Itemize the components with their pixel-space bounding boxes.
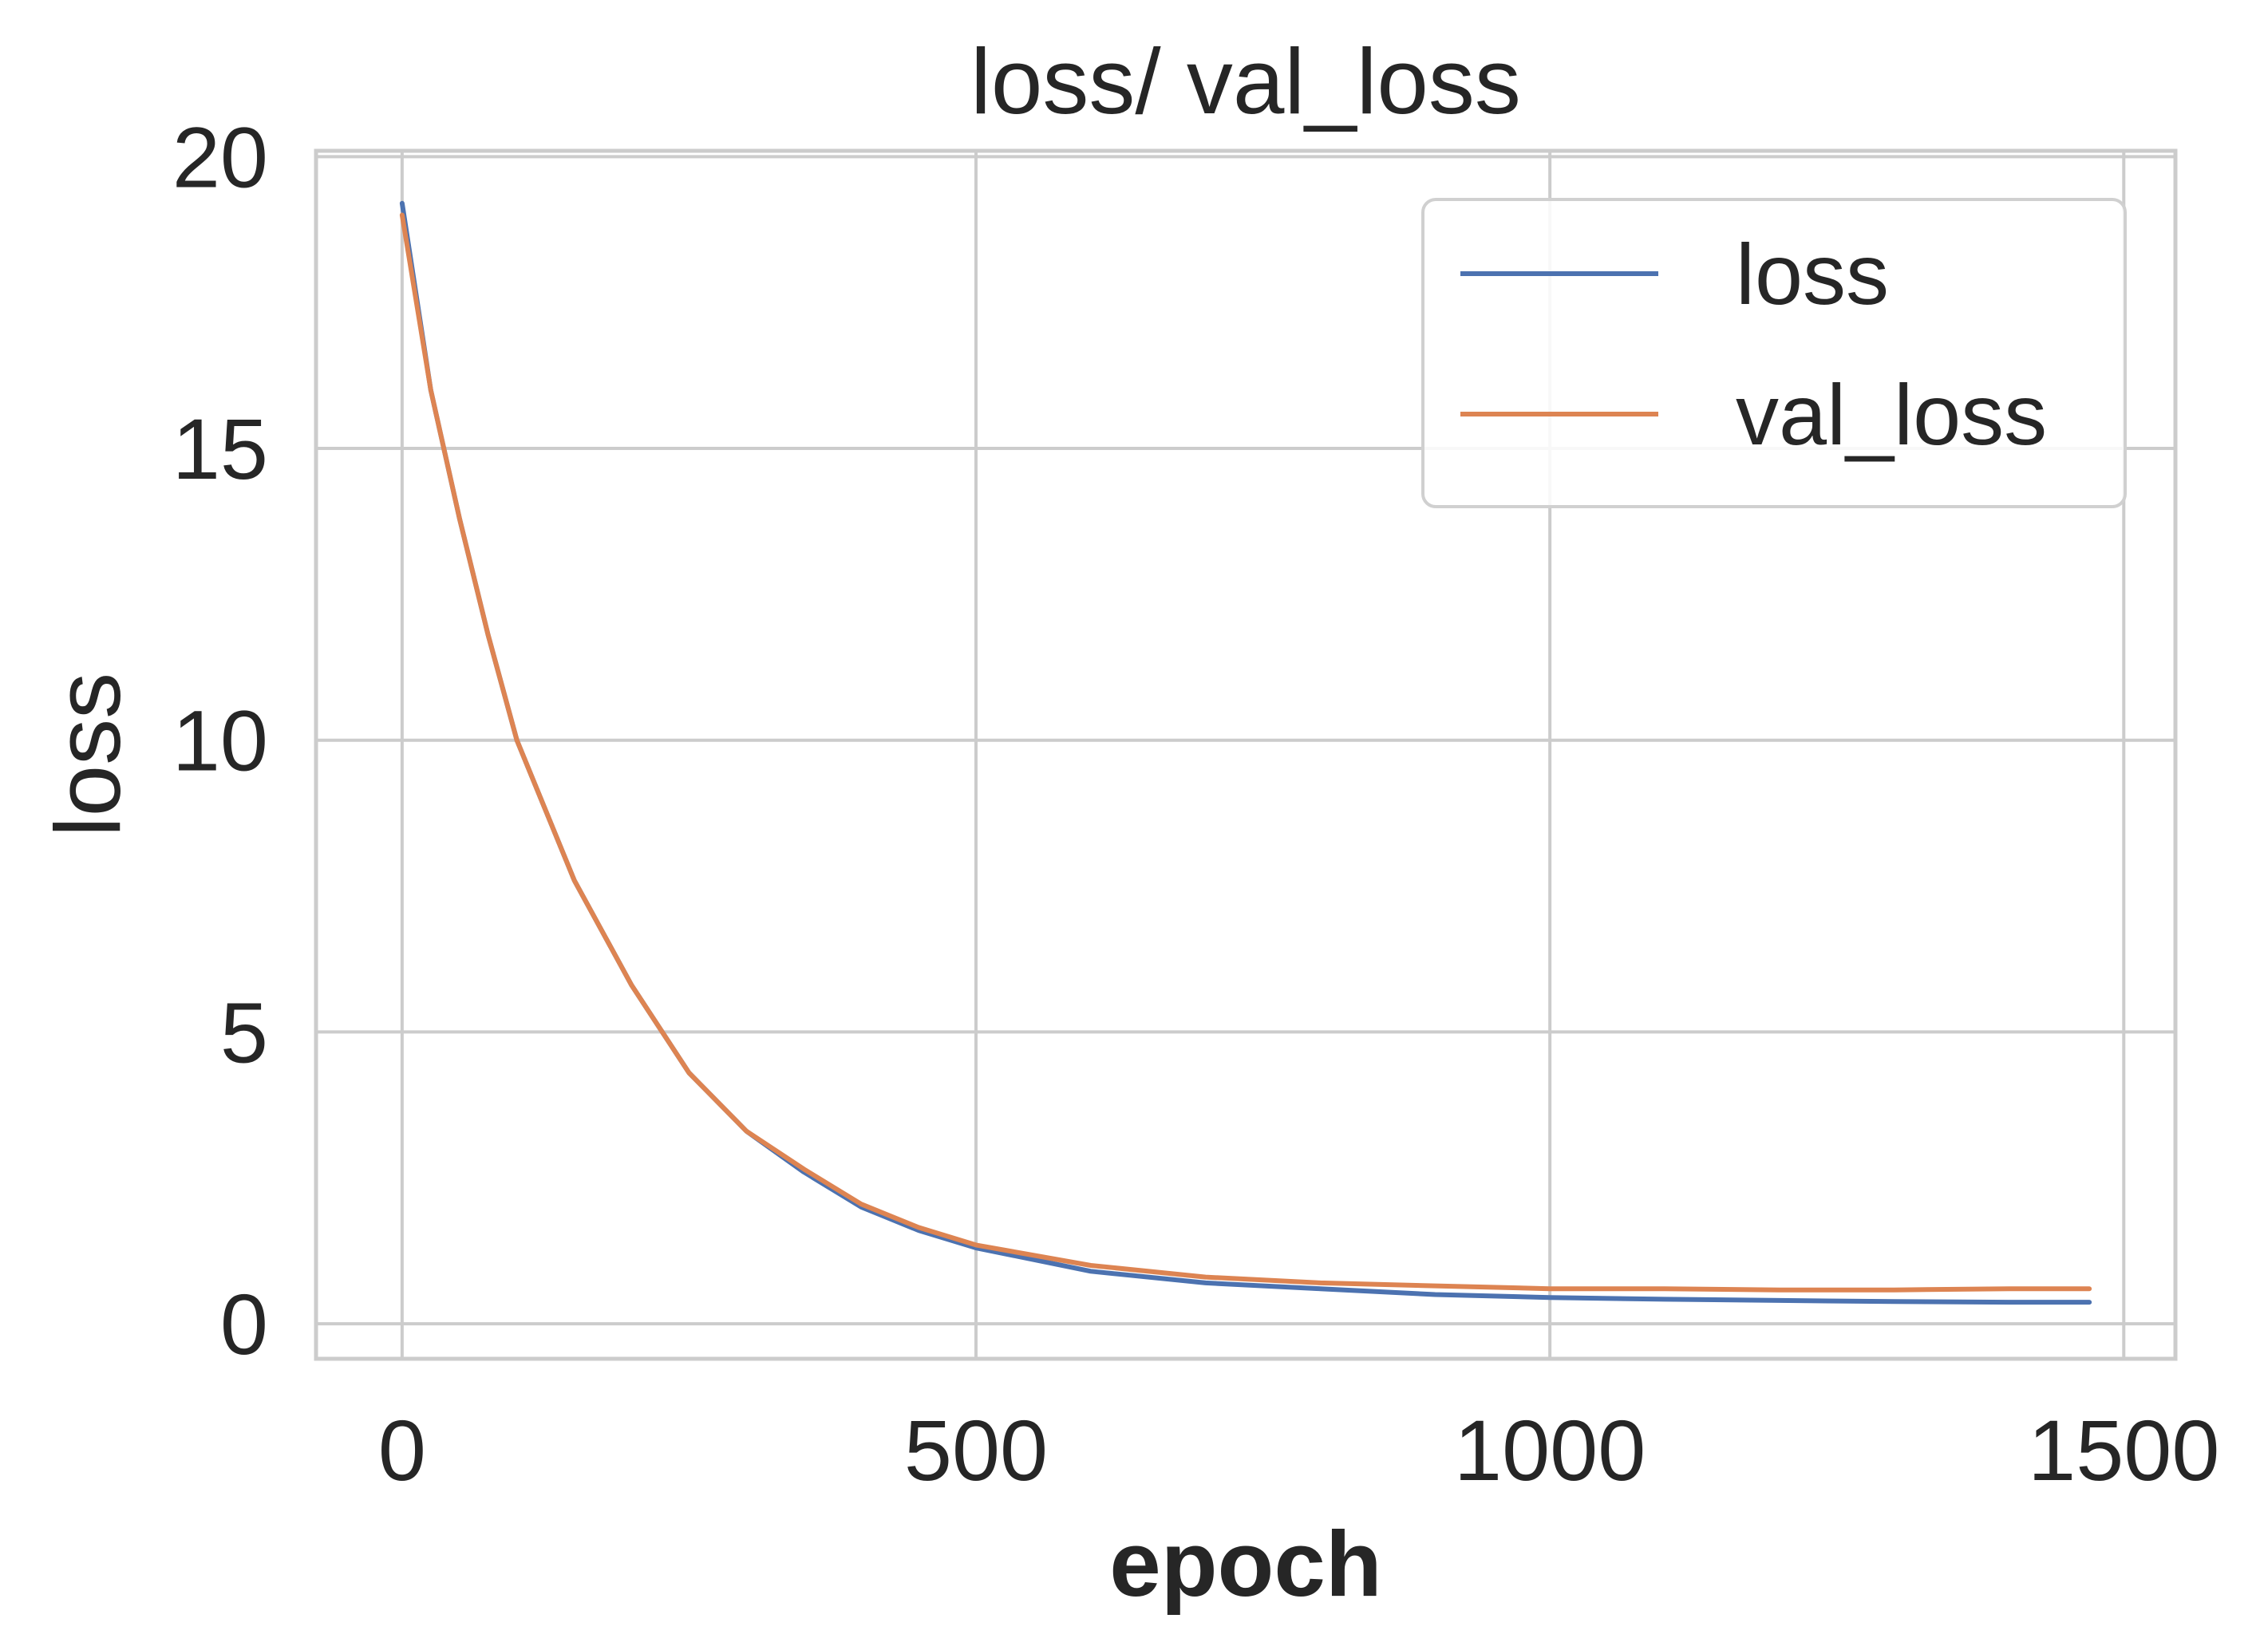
tick-labels: 0 500 1000 1500 0 5 10 15 20 [172, 109, 2220, 1498]
x-tick-label: 1000 [1454, 1402, 1646, 1498]
x-axis-label: epoch [1109, 1512, 1382, 1616]
y-axis-label: loss [36, 673, 140, 837]
y-tick-label: 5 [220, 984, 268, 1080]
series-lines [399, 200, 2092, 1305]
x-tick-label: 1500 [2028, 1402, 2219, 1498]
y-tick-label: 0 [220, 1276, 268, 1372]
legend-label-loss: loss [1736, 226, 1889, 322]
series-line-val-loss [399, 212, 2092, 1293]
plot-frame [314, 148, 2178, 1361]
y-tick-label: 20 [172, 109, 268, 205]
chart-title: loss/ val_loss [970, 30, 1521, 133]
y-tick-label: 10 [172, 693, 268, 789]
legend-label-val-loss: val_loss [1736, 366, 2047, 463]
legend: loss val_loss [1421, 198, 2127, 508]
x-tick-label: 0 [378, 1402, 426, 1498]
legend-box [1421, 198, 2127, 508]
x-tick-label: 500 [904, 1402, 1048, 1498]
y-tick-label: 15 [172, 401, 268, 497]
